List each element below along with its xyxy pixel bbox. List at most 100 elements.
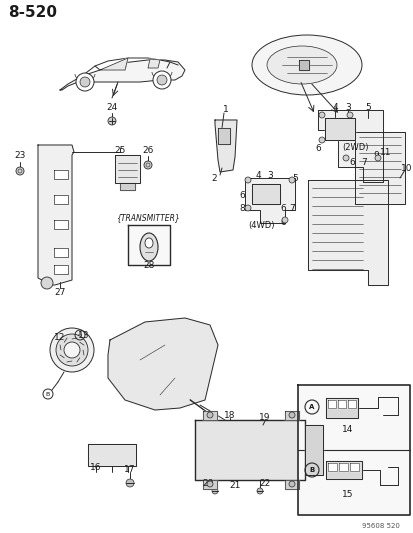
Circle shape — [256, 488, 262, 494]
Polygon shape — [115, 155, 140, 183]
Circle shape — [244, 205, 250, 211]
Text: B: B — [46, 392, 50, 397]
Polygon shape — [100, 58, 128, 70]
Text: 20: 20 — [202, 480, 213, 489]
Text: A: A — [309, 404, 314, 410]
Polygon shape — [338, 463, 347, 471]
Polygon shape — [54, 170, 68, 179]
Text: 24: 24 — [106, 102, 117, 111]
Circle shape — [153, 71, 171, 89]
Circle shape — [16, 167, 24, 175]
Text: B: B — [309, 467, 314, 473]
Text: {TRANSMITTER}: {TRANSMITTER} — [116, 214, 179, 222]
Circle shape — [126, 479, 134, 487]
Text: 9: 9 — [372, 150, 378, 159]
Polygon shape — [337, 400, 345, 408]
Text: 21: 21 — [229, 481, 240, 490]
Ellipse shape — [140, 233, 158, 261]
Text: 5: 5 — [292, 174, 297, 182]
Text: 17: 17 — [124, 465, 135, 474]
Polygon shape — [325, 398, 357, 418]
Polygon shape — [327, 400, 335, 408]
Polygon shape — [128, 225, 170, 265]
Text: 18: 18 — [224, 410, 235, 419]
Circle shape — [318, 112, 324, 118]
Polygon shape — [304, 425, 322, 475]
Text: 11: 11 — [379, 148, 391, 157]
Text: 4: 4 — [331, 102, 337, 111]
Circle shape — [56, 334, 88, 366]
Text: 95608 520: 95608 520 — [361, 523, 399, 529]
Polygon shape — [54, 220, 68, 229]
Circle shape — [211, 488, 218, 494]
Ellipse shape — [145, 238, 153, 248]
Circle shape — [41, 277, 53, 289]
Text: 19: 19 — [259, 414, 270, 423]
Polygon shape — [202, 480, 216, 489]
Circle shape — [64, 342, 80, 358]
Polygon shape — [54, 195, 68, 204]
Circle shape — [80, 77, 90, 87]
Text: 22: 22 — [259, 480, 270, 489]
Polygon shape — [347, 400, 355, 408]
Text: 28: 28 — [143, 261, 154, 270]
Circle shape — [288, 481, 294, 487]
Circle shape — [346, 112, 352, 118]
Text: 23: 23 — [14, 150, 26, 159]
Polygon shape — [298, 60, 308, 70]
Circle shape — [288, 177, 294, 183]
Polygon shape — [324, 118, 354, 140]
Polygon shape — [54, 265, 68, 274]
Circle shape — [288, 412, 294, 418]
Text: A: A — [78, 333, 82, 337]
Polygon shape — [284, 411, 298, 420]
Text: 6: 6 — [239, 190, 244, 199]
Text: 3: 3 — [344, 102, 350, 111]
Text: 25: 25 — [114, 146, 126, 155]
Text: 12: 12 — [54, 333, 66, 342]
Circle shape — [157, 75, 166, 85]
Text: 8-520: 8-520 — [8, 4, 57, 20]
Polygon shape — [214, 120, 236, 172]
Polygon shape — [54, 248, 68, 257]
Text: 6: 6 — [348, 157, 354, 166]
Ellipse shape — [266, 46, 336, 84]
Text: 8: 8 — [239, 204, 244, 213]
Polygon shape — [297, 385, 409, 515]
Circle shape — [108, 117, 116, 125]
Text: 4: 4 — [254, 171, 260, 180]
Circle shape — [342, 155, 348, 161]
Circle shape — [281, 217, 287, 223]
Text: 6: 6 — [280, 217, 285, 227]
Polygon shape — [120, 183, 135, 190]
Circle shape — [318, 137, 324, 143]
Circle shape — [76, 73, 94, 91]
Text: 6: 6 — [314, 143, 320, 152]
Polygon shape — [317, 110, 382, 182]
Polygon shape — [195, 420, 304, 480]
Circle shape — [206, 412, 212, 418]
Polygon shape — [284, 480, 298, 489]
Circle shape — [244, 177, 250, 183]
Polygon shape — [307, 180, 387, 285]
Circle shape — [50, 328, 94, 372]
Text: 2: 2 — [211, 174, 216, 182]
Polygon shape — [147, 59, 159, 68]
Polygon shape — [327, 463, 336, 471]
Circle shape — [374, 155, 380, 161]
Text: (2WD): (2WD) — [341, 142, 368, 151]
Text: 10: 10 — [400, 164, 412, 173]
Polygon shape — [354, 132, 404, 204]
Text: 7: 7 — [288, 204, 294, 213]
Ellipse shape — [252, 35, 361, 95]
Text: 5: 5 — [364, 102, 370, 111]
Polygon shape — [325, 461, 361, 479]
Polygon shape — [38, 145, 74, 285]
Polygon shape — [349, 463, 358, 471]
Circle shape — [144, 161, 152, 169]
Polygon shape — [60, 60, 185, 90]
Text: 1: 1 — [223, 104, 228, 114]
Text: 13: 13 — [78, 330, 90, 340]
Circle shape — [206, 481, 212, 487]
Polygon shape — [202, 411, 216, 420]
